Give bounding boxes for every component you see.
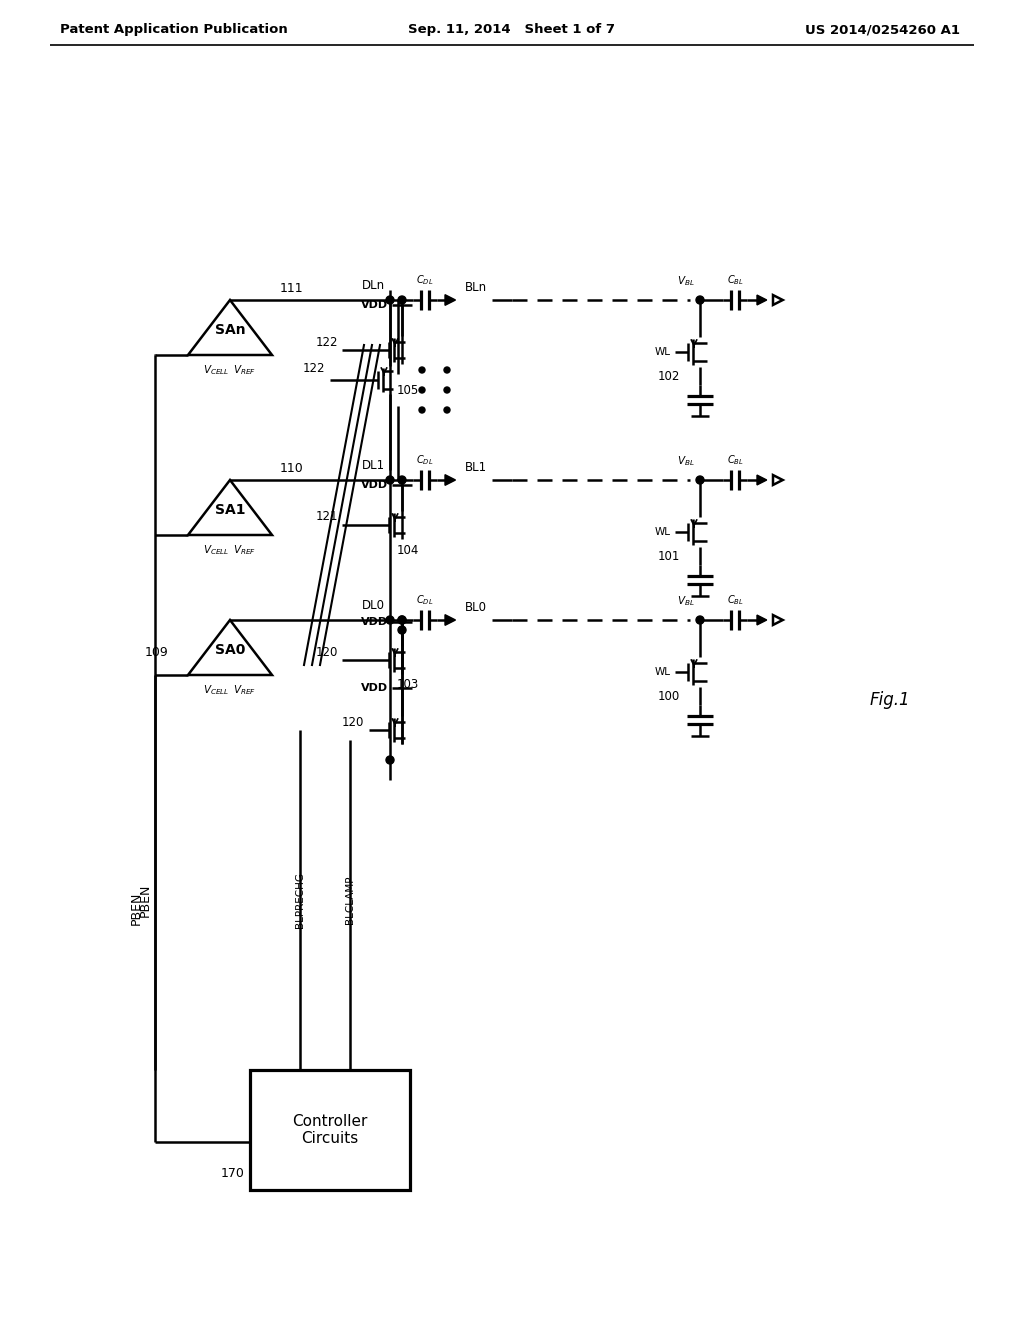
Circle shape [444, 387, 450, 393]
Text: WL: WL [655, 527, 671, 537]
Circle shape [444, 407, 450, 413]
Text: $V_{REF}$: $V_{REF}$ [232, 682, 256, 697]
Polygon shape [188, 620, 272, 675]
Text: VDD: VDD [360, 616, 388, 627]
Circle shape [419, 367, 425, 374]
Circle shape [696, 296, 705, 304]
Polygon shape [757, 615, 767, 624]
Bar [250, 1071, 410, 1191]
Text: VDD: VDD [360, 682, 388, 693]
Text: BLn: BLn [465, 281, 487, 294]
Polygon shape [188, 300, 272, 355]
Circle shape [386, 756, 394, 764]
Circle shape [419, 387, 425, 393]
Polygon shape [445, 475, 456, 486]
Text: 109: 109 [144, 647, 168, 660]
Text: 100: 100 [657, 690, 680, 704]
Circle shape [398, 296, 406, 304]
Text: DL0: DL0 [362, 599, 385, 612]
Circle shape [444, 367, 450, 374]
Text: $V_{CELL}$: $V_{CELL}$ [203, 682, 229, 697]
Text: DL1: DL1 [361, 459, 385, 473]
Text: $C_{BL}$: $C_{BL}$ [727, 273, 743, 286]
Text: BLCLAMP: BLCLAMP [345, 875, 355, 924]
Circle shape [398, 477, 406, 484]
Text: $C_{BL}$: $C_{BL}$ [727, 593, 743, 607]
Text: 104: 104 [397, 544, 420, 557]
Circle shape [398, 616, 406, 624]
Text: BL1: BL1 [465, 461, 487, 474]
Text: PBEN: PBEN [138, 883, 152, 916]
Circle shape [696, 616, 705, 624]
Text: $V_{BL}$: $V_{BL}$ [677, 594, 695, 609]
Text: 110: 110 [280, 462, 304, 475]
Polygon shape [445, 294, 456, 305]
Text: $V_{BL}$: $V_{BL}$ [677, 454, 695, 469]
Text: $C_{DL}$: $C_{DL}$ [417, 453, 434, 467]
Polygon shape [188, 480, 272, 535]
Polygon shape [773, 296, 782, 305]
Text: BL0: BL0 [465, 601, 487, 614]
Polygon shape [773, 475, 782, 484]
Text: DLn: DLn [361, 279, 385, 292]
Text: $V_{CELL}$: $V_{CELL}$ [203, 363, 229, 376]
Text: Patent Application Publication: Patent Application Publication [60, 24, 288, 37]
Text: US 2014/0254260 A1: US 2014/0254260 A1 [805, 24, 961, 37]
Polygon shape [757, 296, 767, 305]
Text: 102: 102 [657, 371, 680, 384]
Text: $C_{DL}$: $C_{DL}$ [417, 273, 434, 286]
Text: $C_{BL}$: $C_{BL}$ [727, 453, 743, 467]
Text: 101: 101 [657, 550, 680, 564]
Text: 105: 105 [397, 384, 419, 396]
Polygon shape [445, 615, 456, 626]
Text: VDD: VDD [360, 300, 388, 310]
Circle shape [398, 626, 406, 634]
Text: $V_{CELL}$: $V_{CELL}$ [203, 543, 229, 557]
Circle shape [386, 296, 394, 304]
Text: PBEN: PBEN [130, 892, 143, 925]
Text: SAn: SAn [215, 323, 246, 337]
Circle shape [398, 616, 406, 624]
Text: 121: 121 [315, 511, 338, 524]
Text: Controller
Circuits: Controller Circuits [292, 1114, 368, 1146]
Text: $V_{REF}$: $V_{REF}$ [232, 363, 256, 376]
Text: WL: WL [655, 667, 671, 677]
Text: Sep. 11, 2014   Sheet 1 of 7: Sep. 11, 2014 Sheet 1 of 7 [409, 24, 615, 37]
Text: 122: 122 [315, 335, 338, 348]
Text: $C_{DL}$: $C_{DL}$ [417, 593, 434, 607]
Text: SA0: SA0 [215, 643, 245, 657]
Text: 122: 122 [302, 362, 325, 375]
Text: $V_{BL}$: $V_{BL}$ [677, 275, 695, 288]
Text: SA1: SA1 [215, 503, 246, 517]
Polygon shape [773, 615, 782, 624]
Text: 111: 111 [280, 282, 304, 294]
Text: Fig.1: Fig.1 [870, 690, 910, 709]
Text: 170: 170 [221, 1167, 245, 1180]
Circle shape [386, 477, 394, 484]
Text: $V_{REF}$: $V_{REF}$ [232, 543, 256, 557]
Text: 120: 120 [315, 645, 338, 659]
Circle shape [696, 477, 705, 484]
Text: BLPRECHG: BLPRECHG [295, 873, 305, 928]
Text: 120: 120 [342, 715, 364, 729]
Text: 103: 103 [397, 678, 419, 692]
Circle shape [386, 616, 394, 624]
Text: VDD: VDD [360, 480, 388, 490]
Text: WL: WL [655, 347, 671, 356]
Circle shape [419, 407, 425, 413]
Polygon shape [757, 475, 767, 484]
